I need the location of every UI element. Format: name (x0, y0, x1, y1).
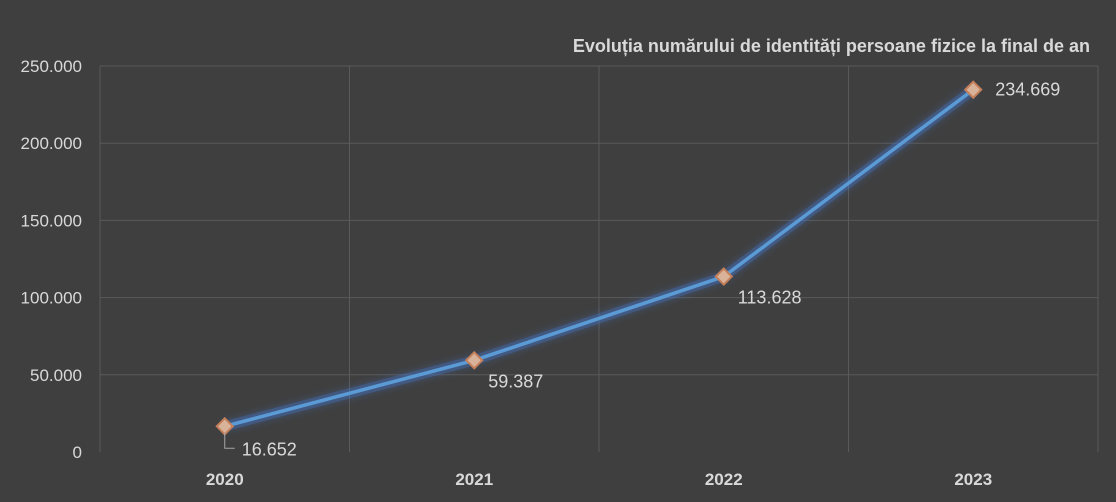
y-axis-ticks: 0 50.000 100.000 150.000 200.000 250.000 (21, 57, 82, 462)
data-point-marker (464, 350, 484, 370)
data-label: 113.628 (738, 288, 802, 308)
data-point-marker (963, 80, 983, 100)
series-line (224, 88, 975, 428)
x-tick-label: 2023 (954, 470, 992, 489)
data-label: 59.387 (488, 371, 543, 391)
y-tick-label: 200.000 (21, 134, 82, 153)
data-label: 16.652 (242, 439, 297, 459)
chart-title: Evoluția numărului de identități persoan… (573, 36, 1090, 56)
y-tick-label: 50.000 (30, 366, 82, 385)
x-tick-label: 2021 (455, 470, 493, 489)
data-label-leader (224, 432, 235, 449)
x-axis-ticks: 2020 2021 2022 2023 (206, 470, 992, 489)
x-tick-label: 2022 (705, 470, 743, 489)
grid (99, 65, 1099, 452)
y-tick-label: 150.000 (21, 211, 82, 230)
data-labels: 16.652 59.387 113.628 234.669 (224, 80, 1060, 459)
series-layer (215, 80, 983, 436)
x-tick-label: 2020 (206, 470, 244, 489)
y-tick-label: 0 (73, 443, 82, 462)
y-tick-label: 100.000 (21, 289, 82, 308)
data-point-marker (714, 267, 734, 286)
y-tick-label: 250.000 (21, 57, 82, 76)
data-label: 234.669 (995, 80, 1060, 100)
